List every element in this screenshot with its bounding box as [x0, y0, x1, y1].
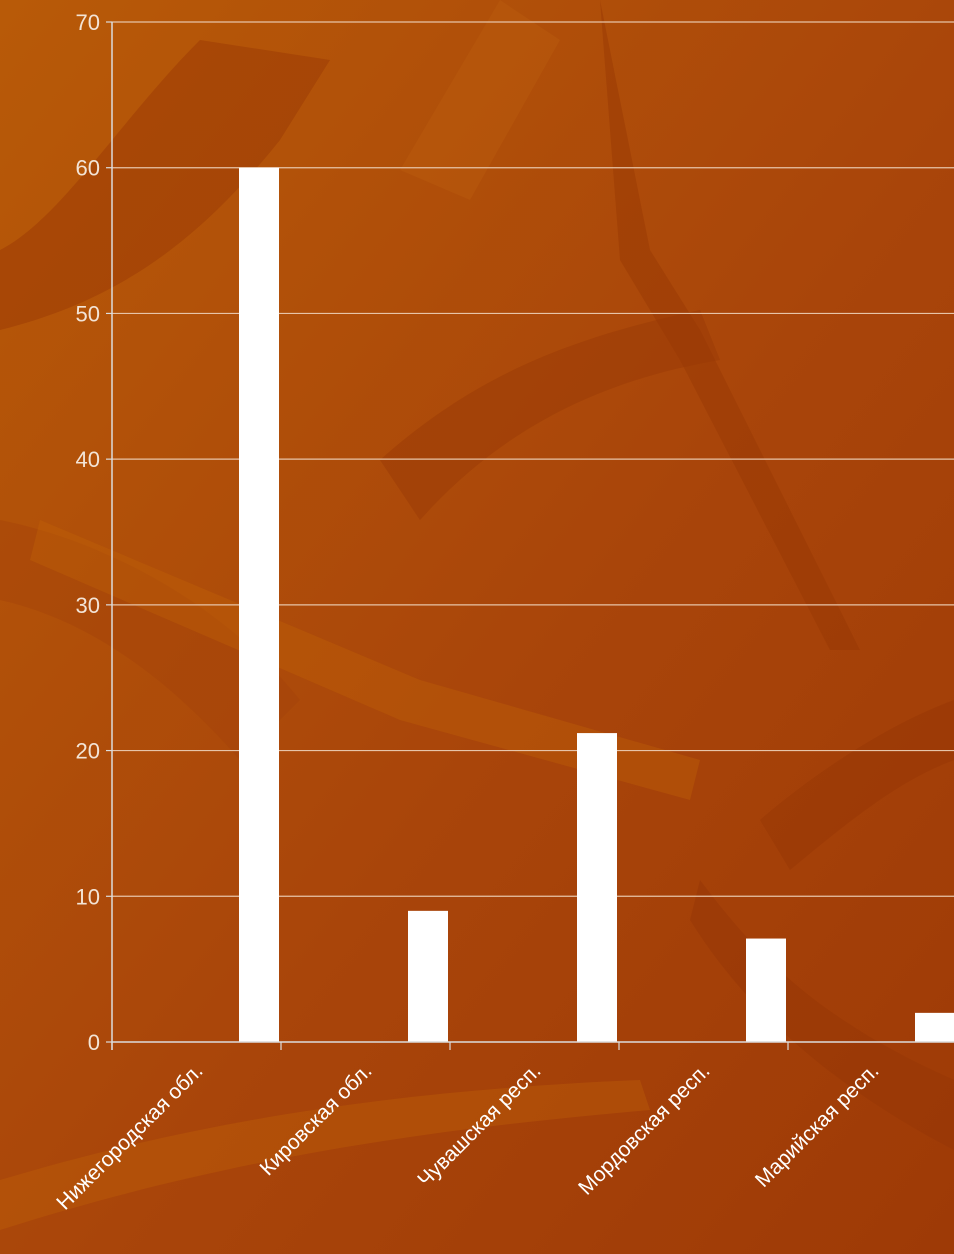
x-tick-label: Кировская обл. — [256, 1059, 377, 1180]
bar-4 — [915, 1012, 954, 1042]
y-tick-label: 20 — [76, 739, 100, 764]
y-tick-label: 30 — [76, 593, 100, 618]
y-tick-label: 70 — [76, 10, 100, 35]
bar-0 — [239, 167, 279, 1042]
bar-1 — [408, 910, 448, 1042]
y-tick-label: 60 — [76, 156, 100, 181]
bar-3 — [746, 938, 786, 1042]
y-tick-label: 50 — [76, 301, 100, 326]
y-tick-labels: 0 10 20 30 40 50 60 70 — [76, 10, 100, 1055]
x-tick-label: Чувашская респ. — [413, 1059, 545, 1191]
x-tick-labels: Нижегородская обл. Кировская обл. Чувашска… — [52, 1059, 883, 1214]
x-tick-label: Марийская респ. — [751, 1059, 884, 1192]
bars — [239, 167, 954, 1042]
gridlines — [112, 21, 954, 897]
y-tick-label: 40 — [76, 447, 100, 472]
bar-2 — [577, 733, 617, 1042]
x-tick-label: Нижегородская обл. — [52, 1059, 207, 1214]
axes — [106, 21, 954, 1050]
x-tick-label: Мордовская респ. — [574, 1059, 714, 1199]
y-tick-label: 10 — [76, 884, 100, 909]
y-tick-label: 0 — [88, 1030, 100, 1055]
